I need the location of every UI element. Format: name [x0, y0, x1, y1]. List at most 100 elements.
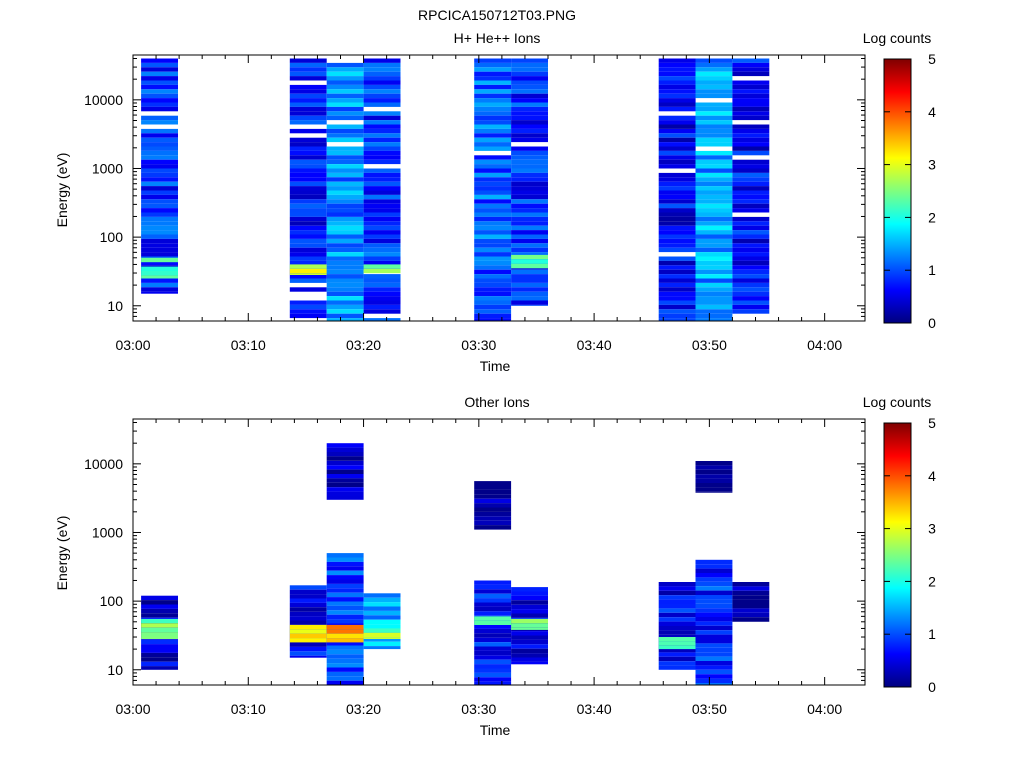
heatmap-cell [732, 304, 770, 310]
heatmap-cell [695, 318, 733, 321]
heatmap-cell [289, 602, 327, 608]
heatmap-cell [474, 503, 512, 508]
heatmap-cell [511, 595, 548, 601]
heatmap-cell [511, 67, 548, 72]
heatmap-cell [658, 265, 696, 270]
heatmap-cell [511, 627, 548, 630]
heatmap-cell [695, 287, 733, 292]
heatmap-cell [695, 199, 733, 204]
heatmap-cell [511, 287, 548, 292]
heatmap-cell [658, 599, 696, 604]
heatmap-cell [658, 142, 696, 147]
heatmap-cell [326, 645, 364, 650]
heatmap-cell [363, 186, 401, 191]
heatmap-cell [289, 142, 327, 147]
heatmap-cell [695, 674, 733, 679]
heatmap-cell [695, 58, 733, 63]
heatmap-cell [141, 225, 178, 231]
heatmap-cell [289, 89, 327, 94]
heatmap-cell [732, 89, 770, 94]
heatmap-cell [511, 84, 548, 90]
heatmap-cell [289, 93, 327, 99]
heatmap-cell [732, 221, 770, 226]
heatmap-cell [363, 168, 401, 173]
heatmap-cell [658, 648, 696, 653]
heatmap-cell [326, 557, 364, 562]
heatmap-cell [695, 128, 733, 134]
heatmap-cell [511, 282, 548, 288]
colorbar-tick-label: 1 [928, 626, 936, 642]
heatmap-cell [289, 651, 327, 656]
heatmap-cell [474, 58, 512, 63]
heatmap-cell [511, 238, 548, 244]
heatmap-cell [658, 93, 696, 99]
heatmap-cell [363, 62, 401, 68]
heatmap-cell [141, 159, 178, 165]
heatmap-cell [141, 632, 178, 637]
heatmap-cell [326, 243, 364, 248]
heatmap-cell [474, 186, 512, 191]
heatmap-cell [658, 313, 696, 319]
heatmap-cell [732, 612, 770, 618]
heatmap-cell [326, 667, 364, 672]
heatmap-cell [695, 291, 733, 297]
heatmap-cell [695, 634, 733, 639]
panel-1-xlabel: Time [480, 358, 511, 374]
heatmap-cell [474, 296, 512, 301]
heatmap-cell [474, 616, 512, 621]
heatmap-cell [474, 584, 512, 590]
heatmap-cell [363, 120, 401, 125]
heatmap-cell [326, 225, 364, 231]
heatmap-cell [326, 212, 364, 217]
heatmap-cell [326, 654, 364, 659]
heatmap-cell [363, 111, 401, 116]
heatmap-cell [326, 269, 364, 275]
heatmap-cell [658, 181, 696, 187]
heatmap-cell [695, 137, 733, 143]
heatmap-cell [695, 168, 733, 173]
heatmap-cell [695, 669, 733, 675]
heatmap-cell [732, 58, 770, 63]
heatmap-cell [658, 630, 696, 635]
heatmap-cell [289, 190, 327, 195]
heatmap-cell [141, 271, 178, 276]
heatmap-cell [474, 278, 512, 283]
heatmap-cell [326, 278, 364, 283]
heatmap-cell [732, 128, 770, 134]
heatmap-cell [658, 159, 696, 165]
heatmap-cell [363, 238, 401, 244]
heatmap-cell [363, 155, 401, 160]
heatmap-cell [695, 216, 733, 222]
heatmap-cell [141, 155, 178, 160]
heatmap-cell [289, 616, 327, 621]
heatmap-cell [658, 608, 696, 613]
colorbar-gradient [883, 422, 912, 688]
heatmap-cell [695, 172, 733, 178]
heatmap-cell [363, 282, 401, 288]
heatmap-cell [658, 80, 696, 85]
heatmap-cell [363, 610, 401, 616]
heatmap-cell [474, 646, 512, 651]
heatmap-cell [511, 653, 548, 658]
heatmap-cell [363, 296, 401, 301]
heatmap-cell [658, 221, 696, 226]
heatmap-cell [658, 256, 696, 261]
heatmap-cell [363, 102, 401, 107]
heatmap-cell [658, 199, 696, 204]
heatmap-cell [511, 609, 548, 614]
heatmap-cell [289, 212, 327, 217]
heatmap-cell [658, 665, 696, 670]
heatmap-cell [695, 106, 733, 112]
heatmap-cell [141, 648, 178, 653]
heatmap-cell [732, 102, 770, 107]
heatmap-cell [511, 247, 548, 253]
heatmap-cell [474, 115, 512, 121]
heatmap-cell [732, 296, 770, 301]
heatmap-cell [363, 260, 401, 266]
heatmap-cell [658, 641, 696, 646]
heatmap-cell [289, 278, 327, 283]
heatmap-cell [695, 483, 733, 488]
heatmap-cell [474, 212, 512, 217]
heatmap-cell [141, 120, 178, 125]
heatmap-cell [474, 106, 512, 112]
